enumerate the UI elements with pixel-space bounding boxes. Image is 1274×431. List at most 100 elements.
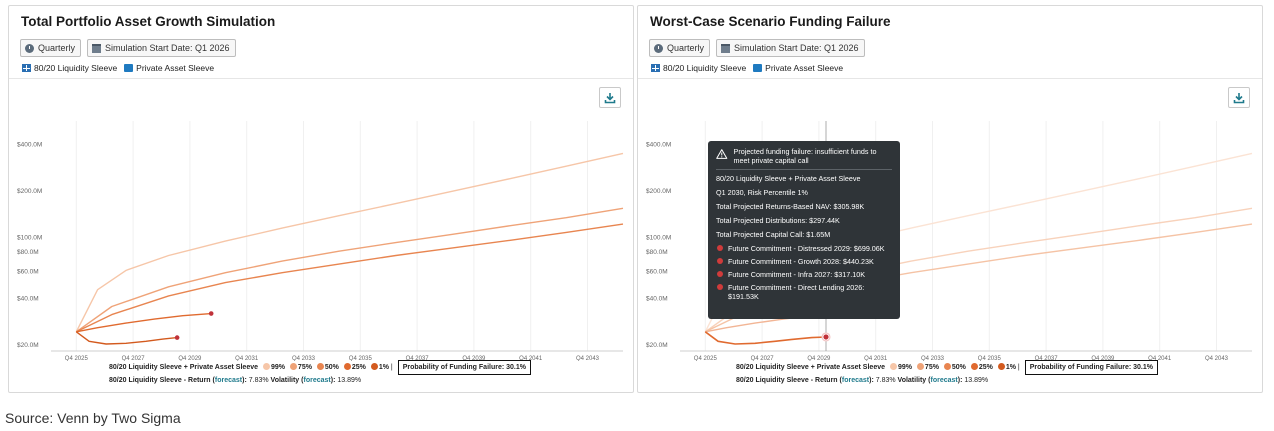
probability-failure-box: Probability of Funding Failure: 30.1% <box>1024 360 1158 375</box>
return-label: Return <box>188 377 211 384</box>
legend-pct: 75% <box>924 364 939 371</box>
divider <box>9 78 633 79</box>
series-line-1pct <box>704 331 827 345</box>
legend-swatch <box>943 363 951 370</box>
commitment-dot-icon <box>717 258 723 264</box>
y-tick-label: $60.0M <box>17 268 39 275</box>
commitment-dot-icon <box>717 271 723 277</box>
failure-marker <box>822 333 830 341</box>
probability-failure-box: Probability of Funding Failure: 30.1% <box>397 360 531 375</box>
forecast-link[interactable]: forecast <box>841 377 870 384</box>
tooltip-header: Projected funding failure: insufficient … <box>716 147 892 170</box>
y-tick-label: $400.0M <box>646 142 671 149</box>
asset-growth-chart: $20.0M $40.0M $60.0M $80.0M $100.0M $200.0M $4… <box>17 121 624 361</box>
legend-swatch <box>970 363 978 370</box>
tooltip-commitment: Future Commitment - Direct Lending 2026:… <box>716 283 892 301</box>
footer-plus: + <box>810 364 815 371</box>
chart-footer-legend: 80/20 Liquidity Sleeve + Private Asset S… <box>109 360 531 375</box>
failure-marker <box>208 311 214 316</box>
return-value: 7.83% <box>875 377 896 384</box>
legend-pct: 50% <box>324 364 339 371</box>
footer-plus: + <box>183 364 188 371</box>
y-tick-label: $20.0M <box>17 342 39 349</box>
legend-liquidity-label: 80/20 Liquidity Sleeve <box>663 63 747 73</box>
download-icon <box>604 92 616 103</box>
legend-pct: 50% <box>951 364 966 371</box>
tooltip-line: 80/20 Liquidity Sleeve + Private Asset S… <box>716 174 861 183</box>
download-button[interactable] <box>1228 87 1250 108</box>
start-date-button[interactable]: Simulation Start Date: Q1 2026 <box>87 39 236 57</box>
chart-footer-stats: 80/20 Liquidity Sleeve - Return (forecas… <box>736 377 989 384</box>
source-caption: Source: Venn by Two Sigma <box>5 410 181 426</box>
chart-footer-legend: 80/20 Liquidity Sleeve + Private Asset S… <box>736 360 1158 375</box>
footer-separator: | <box>1017 364 1020 371</box>
start-date-button[interactable]: Simulation Start Date: Q1 2026 <box>716 39 865 57</box>
x-tick-label: Q4 2033 <box>292 356 316 361</box>
legend-swatch <box>262 363 270 370</box>
x-tick-label: Q4 2027 <box>122 356 146 361</box>
legend-pct: 99% <box>270 364 285 371</box>
series-line-75pct <box>75 207 624 333</box>
legend-swatch <box>889 363 897 370</box>
volatility-label: Volatility <box>270 377 300 384</box>
footer-combo-left: 80/20 Liquidity Sleeve <box>736 364 809 371</box>
chart-footer-stats: 80/20 Liquidity Sleeve - Return (forecas… <box>109 377 362 384</box>
y-tick-label: $400.0M <box>17 142 42 149</box>
tooltip-commitment: Future Commitment - Growth 2028: $440.23… <box>716 257 892 266</box>
forecast-link[interactable]: forecast <box>214 377 243 384</box>
x-tick-label: Q4 2033 <box>921 356 945 361</box>
private-asset-icon <box>124 64 134 72</box>
x-tick-label: Q4 2039 <box>1091 356 1115 361</box>
chart-panel-asset-growth: Total Portfolio Asset Growth Simulation … <box>8 5 634 393</box>
x-tick-label: Q4 2035 <box>349 356 373 361</box>
tooltip-line: Q1 2030, Risk Percentile 1% <box>716 188 808 197</box>
legend-private-label: Private Asset Sleeve <box>765 63 844 73</box>
legend-private-label: Private Asset Sleeve <box>136 63 215 73</box>
y-tick-label: $60.0M <box>646 268 668 275</box>
x-tick-label: Q4 2027 <box>751 356 775 361</box>
x-tick-label: Q4 2039 <box>462 356 486 361</box>
legend-pct: 25% <box>978 364 993 371</box>
return-label: Return <box>815 377 838 384</box>
tooltip-commitment: Future Commitment - Infra 2027: $317.10K <box>716 270 892 279</box>
x-tick-label: Q4 2029 <box>178 356 202 361</box>
legend-swatch <box>343 363 351 370</box>
x-tick-label: Q4 2031 <box>235 356 259 361</box>
start-date-label: Simulation Start Date: Q1 2026 <box>734 43 859 53</box>
y-tick-label: $100.0M <box>17 234 42 241</box>
x-tick-label: Q4 2037 <box>406 356 430 361</box>
tooltip-header-text: Projected funding failure: insufficient … <box>733 147 877 165</box>
y-tick-label: $80.0M <box>646 249 668 256</box>
legend-swatch <box>997 363 1005 370</box>
sleeve-legend: 80/20 Liquidity Sleeve Private Asset Sle… <box>22 63 214 73</box>
legend-swatch <box>289 363 297 370</box>
clock-icon <box>25 43 34 53</box>
volatility-value: 13.89% <box>337 377 362 384</box>
divider <box>638 78 1262 79</box>
y-tick-label: $20.0M <box>646 342 668 349</box>
stats-dash: - <box>810 377 814 384</box>
x-tick-label: Q4 2031 <box>864 356 888 361</box>
footer-combo-left: 80/20 Liquidity Sleeve <box>109 364 182 371</box>
frequency-label: Quarterly <box>38 43 76 53</box>
worst-case-chart: $20.0M $40.0M $60.0M $80.0M $100.0M $200.0M $4… <box>646 121 1253 361</box>
frequency-button[interactable]: Quarterly <box>649 39 711 57</box>
commitment-dot-icon <box>717 245 723 251</box>
x-tick-label: Q4 2043 <box>576 356 600 361</box>
footer-separator: | <box>390 364 393 371</box>
clock-icon <box>654 43 663 53</box>
legend-pct: 1% <box>1005 364 1016 371</box>
forecast-link[interactable]: forecast <box>930 377 958 384</box>
y-tick-label: $40.0M <box>646 296 668 303</box>
forecast-link[interactable]: forecast <box>303 377 331 384</box>
legend-swatch <box>316 363 324 370</box>
frequency-button[interactable]: Quarterly <box>20 39 82 57</box>
grid-icon <box>22 64 31 72</box>
warning-icon <box>716 149 728 159</box>
tooltip-nav: Total Projected Returns-Based NAV: $305.… <box>716 202 865 211</box>
download-button[interactable] <box>599 87 621 108</box>
x-tick-label: Q4 2025 <box>694 356 718 361</box>
x-tick-label: Q4 2035 <box>978 356 1002 361</box>
stats-name: 80/20 Liquidity Sleeve <box>109 377 182 384</box>
legend-swatch <box>370 363 378 370</box>
